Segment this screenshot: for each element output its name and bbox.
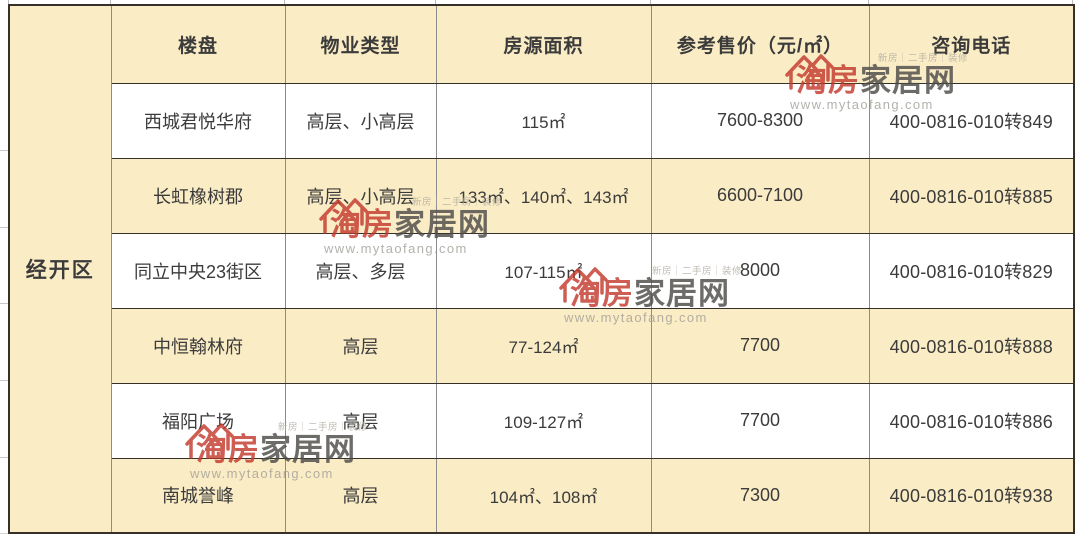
area-cell: 109-127㎡ bbox=[435, 382, 652, 459]
area-cell: 133㎡、140㎡、143㎡ bbox=[435, 157, 652, 234]
property-type-cell: 高层 bbox=[284, 457, 437, 534]
table-row: 中恒翰林府 高层 77-124㎡ 7700 400-0816-010转888 bbox=[9, 307, 1075, 384]
price-cell: 7600-8300 bbox=[650, 82, 870, 159]
housing-price-table: 经开区 楼盘 物业类型 房源面积 参考售价（元/㎡） 咨询电话 西城君悦华府 高… bbox=[8, 4, 1075, 534]
price-cell: 8000 bbox=[650, 232, 870, 309]
header-row: 经开区 楼盘 物业类型 房源面积 参考售价（元/㎡） 咨询电话 bbox=[8, 4, 1075, 534]
gridline-stub bbox=[0, 457, 8, 458]
region-cell: 经开区 bbox=[8, 4, 112, 534]
property-name-cell: 长虹橡树郡 bbox=[110, 157, 286, 234]
column-header-phone: 咨询电话 bbox=[868, 4, 1075, 84]
gridline-stub bbox=[868, 0, 869, 4]
property-name-cell: 西城君悦华府 bbox=[110, 82, 286, 159]
gridline-stub bbox=[650, 0, 651, 4]
property-type-cell: 高层 bbox=[284, 382, 437, 459]
table-row: 西城君悦华府 高层、小高层 115㎡ 7600-8300 400-0816-01… bbox=[9, 82, 1075, 159]
column-header-area: 房源面积 bbox=[435, 4, 652, 84]
table-row: 长虹橡树郡 高层、小高层 133㎡、140㎡、143㎡ 6600-7100 40… bbox=[9, 157, 1075, 234]
area-cell: 107-115㎡ bbox=[435, 232, 652, 309]
price-cell: 6600-7100 bbox=[650, 157, 870, 234]
property-name-cell: 福阳广场 bbox=[110, 382, 286, 459]
property-name-cell: 南城誉峰 bbox=[110, 457, 286, 534]
area-cell: 77-124㎡ bbox=[435, 307, 652, 384]
gridline-stub bbox=[284, 0, 285, 4]
property-type-cell: 高层、小高层 bbox=[284, 82, 437, 159]
gridline-stub bbox=[0, 303, 8, 304]
phone-cell: 400-0816-010转829 bbox=[868, 232, 1075, 309]
column-header-price: 参考售价（元/㎡） bbox=[650, 4, 870, 84]
phone-cell: 400-0816-010转888 bbox=[868, 307, 1075, 384]
column-header-type: 物业类型 bbox=[284, 4, 437, 84]
column-header-name: 楼盘 bbox=[110, 4, 286, 84]
property-name-cell: 同立中央23街区 bbox=[110, 232, 286, 309]
table-row: 南城誉峰 高层 104㎡、108㎡ 7300 400-0816-010转938 bbox=[9, 457, 1075, 534]
table-row: 福阳广场 高层 109-127㎡ 7700 400-0816-010转886 bbox=[9, 382, 1075, 459]
property-name-cell: 中恒翰林府 bbox=[110, 307, 286, 384]
table-row: 同立中央23街区 高层、多层 107-115㎡ 8000 400-0816-01… bbox=[9, 232, 1075, 309]
property-type-cell: 高层、多层 bbox=[284, 232, 437, 309]
gridline-stub bbox=[0, 227, 8, 228]
phone-cell: 400-0816-010转938 bbox=[868, 457, 1075, 534]
price-cell: 7700 bbox=[650, 382, 870, 459]
area-cell: 104㎡、108㎡ bbox=[435, 457, 652, 534]
property-type-cell: 高层、小高层 bbox=[284, 157, 437, 234]
phone-cell: 400-0816-010转849 bbox=[868, 82, 1075, 159]
gridline-stub bbox=[0, 380, 8, 381]
price-cell: 7700 bbox=[650, 307, 870, 384]
gridline-stub bbox=[1072, 0, 1073, 4]
gridline-stub bbox=[0, 150, 8, 151]
gridline-stub bbox=[8, 0, 9, 4]
phone-cell: 400-0816-010转886 bbox=[868, 382, 1075, 459]
price-cell: 7300 bbox=[650, 457, 870, 534]
area-cell: 115㎡ bbox=[435, 82, 652, 159]
property-type-cell: 高层 bbox=[284, 307, 437, 384]
phone-cell: 400-0816-010转885 bbox=[868, 157, 1075, 234]
gridline-stub bbox=[435, 0, 436, 4]
gridline-stub bbox=[110, 0, 111, 4]
